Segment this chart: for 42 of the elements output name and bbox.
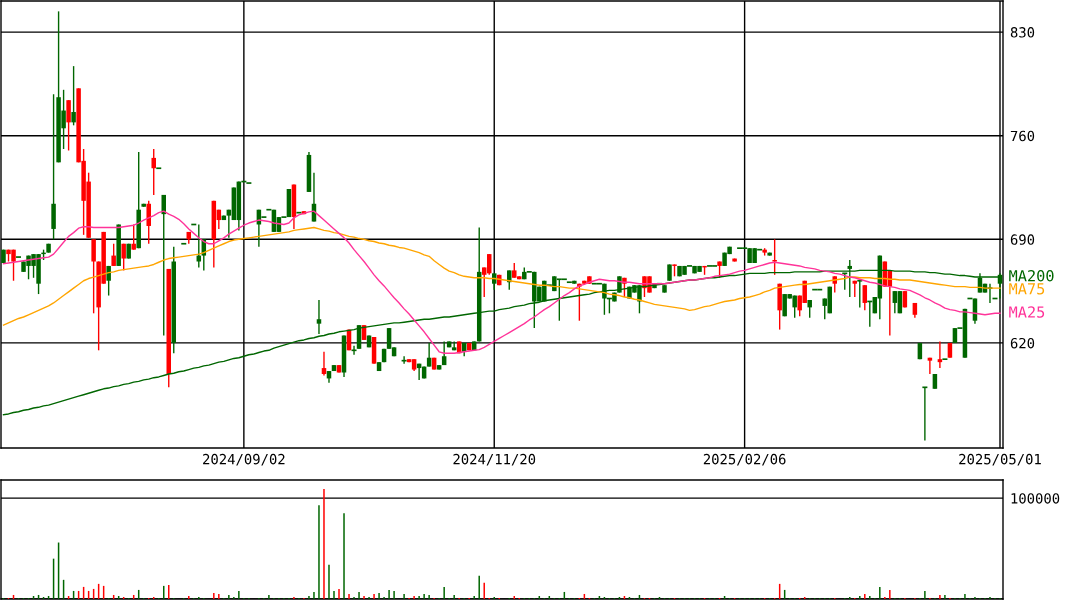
candlestick — [121, 243, 126, 272]
candlestick — [507, 269, 512, 291]
y-tick-label: 760 — [1010, 130, 1035, 142]
series-label: MA200 — [1009, 269, 1054, 282]
candlestick — [155, 167, 163, 170]
x-tick-label: 2024/09/02 — [203, 453, 285, 466]
candlestick — [180, 242, 188, 245]
candlestick — [131, 223, 136, 251]
candlestick — [927, 357, 933, 375]
candlestick — [937, 340, 943, 369]
series-label: MA75 — [1009, 283, 1045, 295]
candlestick — [71, 65, 76, 127]
candlestick — [561, 278, 568, 281]
candlestick — [111, 243, 116, 267]
candlestick — [146, 200, 151, 245]
x-tick-label: 2025/05/01 — [959, 453, 1041, 466]
candlestick — [91, 238, 96, 315]
candlestick — [591, 282, 598, 285]
series-label: MA25 — [1009, 306, 1045, 318]
y-tick-label: 620 — [1010, 337, 1035, 349]
candlestick — [921, 386, 929, 442]
candlestick — [316, 299, 322, 335]
y-tick-label: 100000 — [1011, 493, 1060, 504]
candlestick — [161, 194, 166, 337]
candlestick — [772, 238, 777, 276]
x-tick-label: 2024/11/20 — [453, 453, 536, 466]
candlestick — [426, 342, 432, 368]
candlestick — [941, 358, 949, 361]
y-tick-label: 830 — [1010, 27, 1035, 38]
y-tick-label: 690 — [1010, 234, 1035, 245]
candlestick — [106, 265, 111, 297]
candlestick — [350, 345, 358, 356]
candlestick — [566, 281, 573, 284]
x-tick-label: 2025/02/06 — [703, 453, 786, 466]
candlestick — [736, 247, 743, 250]
candlestick — [892, 290, 898, 315]
candlestick — [66, 99, 71, 152]
candlestick — [555, 278, 563, 322]
candlestick — [862, 284, 868, 312]
line-series — [2, 226, 1001, 326]
candlestick — [451, 340, 457, 352]
candlestick — [151, 148, 156, 196]
